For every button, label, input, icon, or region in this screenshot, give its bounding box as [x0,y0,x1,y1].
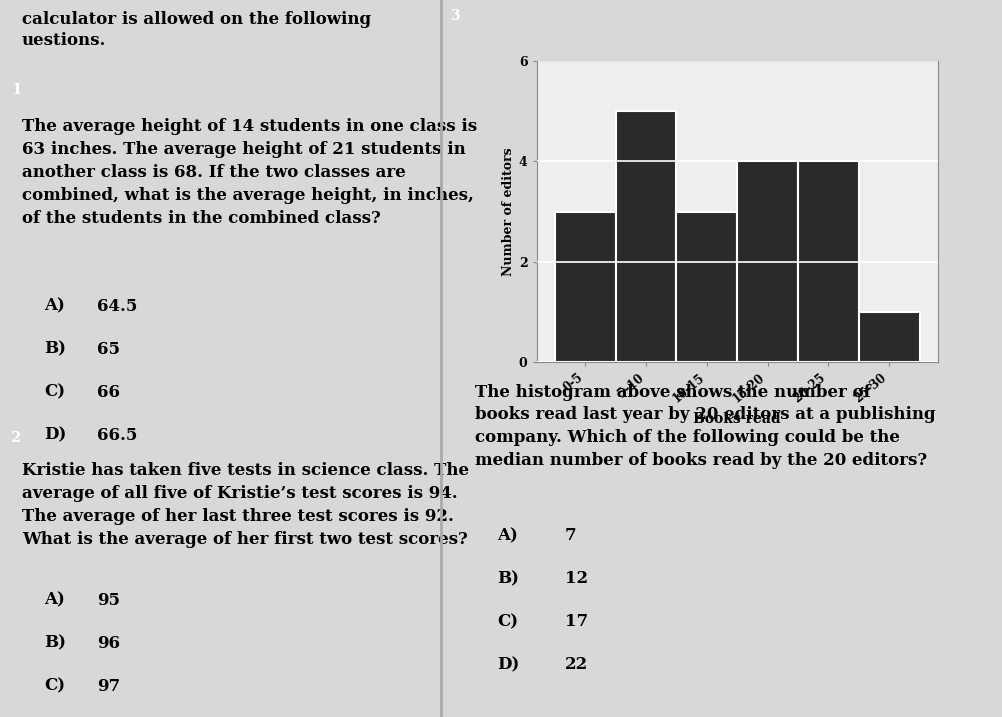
Bar [798,161,858,362]
Text: 66: 66 [97,384,120,401]
Bar [554,212,615,362]
Text: 66.5: 66.5 [97,427,137,444]
Text: The histogram above shows the number of
books read last year by 20 editors at a : The histogram above shows the number of … [475,384,935,469]
Text: 64.5: 64.5 [97,298,137,315]
Text: C): C) [44,678,65,695]
Text: 12: 12 [564,570,587,587]
Text: A): A) [44,592,65,609]
Text: 2: 2 [11,431,21,445]
Text: 97: 97 [97,678,120,695]
Bar [736,161,798,362]
X-axis label: Books read: Books read [692,412,781,426]
Text: C): C) [44,384,65,401]
Text: A): A) [497,527,518,544]
Text: 95: 95 [97,592,120,609]
Text: 22: 22 [564,656,587,673]
Bar [615,111,675,362]
Text: D): D) [497,656,519,673]
Text: 1: 1 [11,83,22,98]
Text: B): B) [44,341,66,358]
Text: Kristie has taken five tests in science class. The
average of all five of Kristi: Kristie has taken five tests in science … [22,462,469,548]
Text: 17: 17 [564,613,587,630]
Text: B): B) [497,570,519,587]
Text: C): C) [497,613,518,630]
Bar [675,212,736,362]
Text: B): B) [44,635,66,652]
Text: 3: 3 [449,9,459,23]
Text: calculator is allowed on the following
uestions.: calculator is allowed on the following u… [22,11,371,49]
Text: The average height of 14 students in one class is
63 inches. The average height : The average height of 14 students in one… [22,118,477,227]
Y-axis label: Number of editors: Number of editors [501,147,514,276]
Text: 96: 96 [97,635,120,652]
Text: A): A) [44,298,65,315]
Text: 7: 7 [564,527,576,544]
Bar [858,312,919,362]
Text: D): D) [44,427,66,444]
Text: 65: 65 [97,341,120,358]
